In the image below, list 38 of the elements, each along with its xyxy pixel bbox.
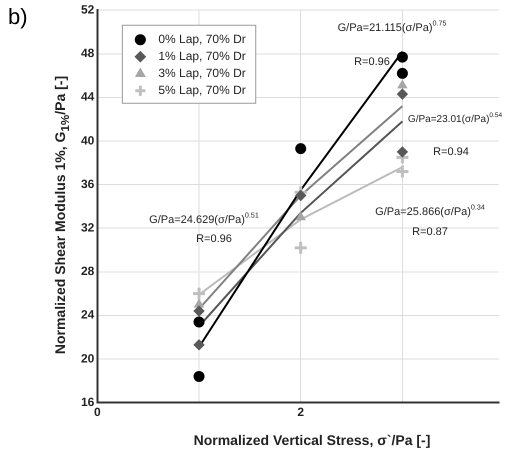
y-tick-label: 20 xyxy=(80,351,95,366)
y-tick-label: 44 xyxy=(80,90,95,104)
annotation: R=0.96 xyxy=(196,233,232,246)
point xyxy=(295,190,306,201)
text: b) xyxy=(8,4,28,30)
y-tick-label: 24 xyxy=(80,308,95,322)
point xyxy=(394,164,410,180)
x-tick-label: 0 xyxy=(94,405,102,420)
legend-label: 3% Lap, 70% Dr xyxy=(158,66,246,80)
annotation: R=0.94 xyxy=(433,146,469,158)
point xyxy=(398,80,408,88)
y-tick-label: 36 xyxy=(80,176,95,191)
point xyxy=(396,146,408,158)
point xyxy=(295,143,306,154)
annotation: R=0.87 xyxy=(412,226,448,238)
y-tick-label: 28 xyxy=(80,264,95,278)
point xyxy=(194,370,205,382)
point xyxy=(194,316,205,328)
x-tick-label: 2 xyxy=(297,405,304,420)
y-tick-label: 40 xyxy=(80,133,95,148)
point xyxy=(396,52,408,63)
y-tick-label: 52 xyxy=(80,2,95,17)
point xyxy=(192,286,207,302)
point xyxy=(396,88,408,100)
point xyxy=(296,212,306,220)
y-tick-label: 48 xyxy=(80,46,95,60)
legend-label: 0% Lap, 70% Dr xyxy=(158,32,246,46)
point xyxy=(293,240,308,256)
point xyxy=(194,299,204,308)
point xyxy=(194,339,205,350)
y-tick-label: 16 xyxy=(80,394,95,409)
x-axis-title: Normalized Vertical Stress, σ`/Pa [-] xyxy=(194,432,430,448)
annotation: R=0.96 xyxy=(354,56,390,68)
legend-label: 5% Lap, 70% Dr xyxy=(158,83,246,98)
legend-label: 1% Lap, 70% Dr xyxy=(158,49,246,64)
point xyxy=(194,306,205,317)
y-tick-label: 32 xyxy=(80,220,95,235)
point xyxy=(396,68,408,79)
